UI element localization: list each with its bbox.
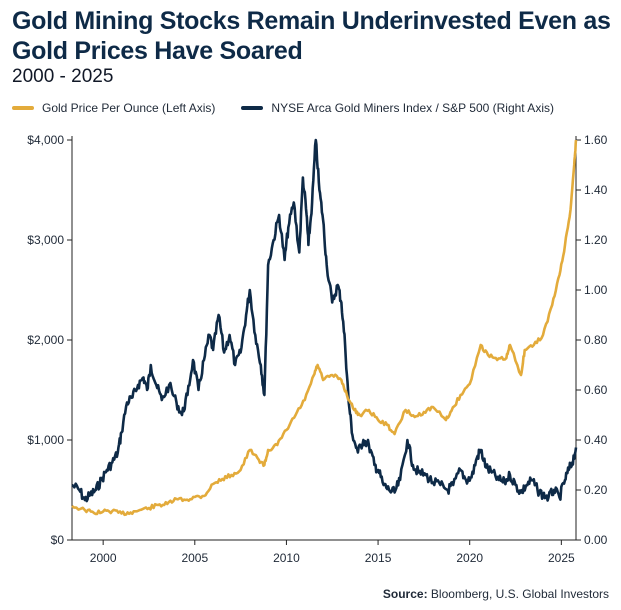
- chart-source: Source: Bloomberg, U.S. Global Investors: [383, 587, 609, 601]
- legend-label-gold: Gold Price Per Ounce (Left Axis): [42, 101, 216, 115]
- right-axis-tick-label: 1.00: [584, 283, 608, 297]
- x-axis-tick-label: 2020: [456, 551, 483, 565]
- legend-swatch-miners: [241, 106, 264, 110]
- legend-label-miners: NYSE Arca Gold Miners Index / S&P 500 (R…: [271, 101, 554, 115]
- legend-swatch-gold: [12, 106, 34, 110]
- left-axis-tick-label: $4,000: [27, 133, 64, 147]
- right-axis-tick-label: 0.60: [584, 383, 608, 397]
- left-axis-tick-label: $2,000: [27, 333, 64, 347]
- chart-legend: Gold Price Per Ounce (Left Axis) NYSE Ar…: [12, 99, 612, 117]
- left-axis-tick-label: $1,000: [27, 433, 64, 447]
- right-axis-tick-label: 0.00: [584, 533, 608, 547]
- right-axis-tick-label: 0.40: [584, 433, 608, 447]
- right-axis-tick-label: 1.40: [584, 183, 608, 197]
- right-axis-tick-label: 0.20: [584, 483, 608, 497]
- x-axis-tick-label: 2010: [273, 551, 300, 565]
- x-axis-tick-label: 2015: [365, 551, 392, 565]
- chart-title: Gold Mining Stocks Remain Underinvested …: [12, 7, 611, 65]
- series-line-miners: [71, 138, 578, 503]
- legend-item-miners: NYSE Arca Gold Miners Index / S&P 500 (R…: [241, 101, 554, 115]
- right-axis-tick-label: 1.60: [584, 133, 608, 147]
- source-label: Source:: [382, 587, 428, 601]
- right-axis-tick-label: 1.20: [584, 233, 608, 247]
- source-text: Bloomberg, U.S. Global Investors: [430, 587, 609, 601]
- left-axis-tick-label: $0: [51, 533, 65, 547]
- x-axis-tick-label: 2025: [548, 551, 575, 565]
- chart-plot: $0 $1,000 $2,000 $3,000 $4,000 0.00 0.20 0.40 0.…: [27, 133, 608, 565]
- right-axis-tick-label: 0.80: [584, 333, 608, 347]
- legend-item-gold: Gold Price Per Ounce (Left Axis): [12, 101, 215, 115]
- chart-subtitle: 2000 - 2025: [12, 66, 114, 87]
- left-axis-tick-label: $3,000: [27, 233, 64, 247]
- x-axis-tick-label: 2005: [181, 551, 208, 565]
- x-axis-tick-label: 2000: [90, 551, 117, 565]
- series-line-gold: [71, 139, 578, 517]
